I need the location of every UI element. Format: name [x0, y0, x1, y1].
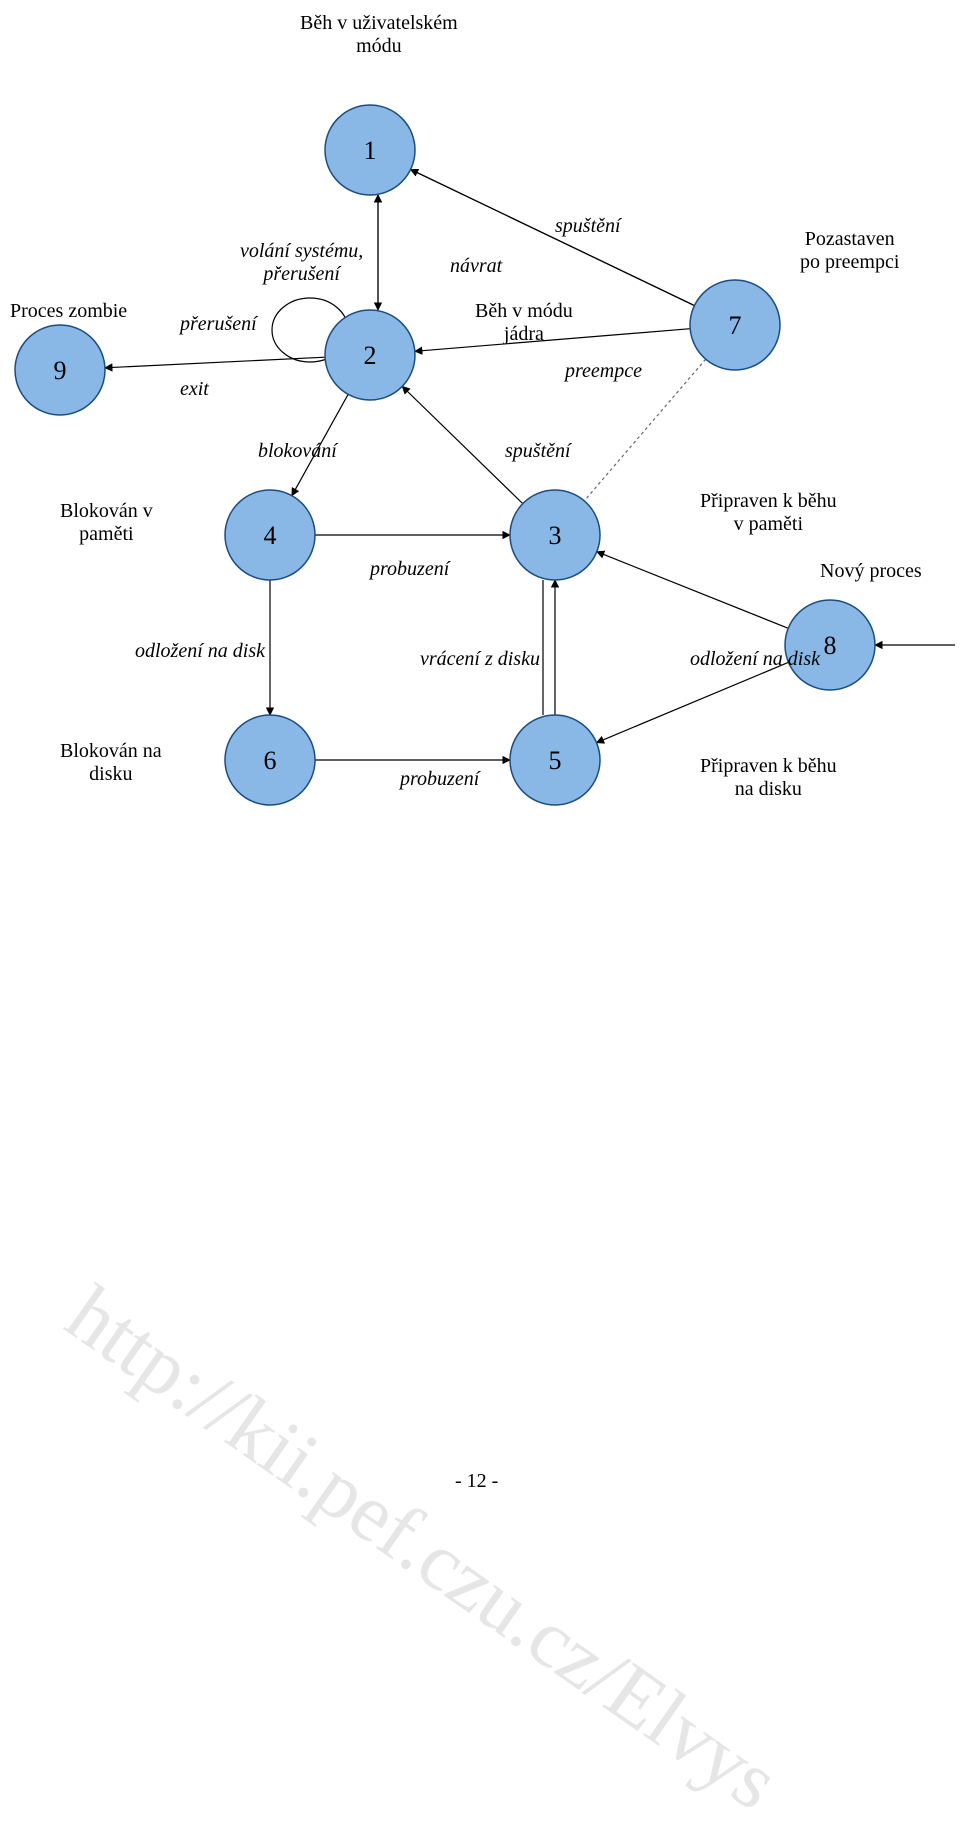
- node-label-7: 7: [729, 311, 742, 340]
- node-4: [225, 490, 315, 580]
- text-label-1: Pozastaven po preempci: [800, 228, 899, 274]
- edge-label-7: odložení na disk: [135, 640, 265, 663]
- node-6: [225, 715, 315, 805]
- node-5: [510, 715, 600, 805]
- edge-8-3: [597, 552, 788, 629]
- edge-label-5: spuštění: [505, 440, 571, 463]
- edge-label-2: spuštění: [555, 215, 621, 238]
- edge-label-0: volání systému, přerušení: [240, 240, 363, 286]
- edge-7-1: [411, 169, 695, 305]
- node-9: [15, 325, 105, 415]
- edge-label-4: blokování: [258, 440, 337, 463]
- self-loop-edge: [272, 298, 348, 362]
- node-label-3: 3: [549, 521, 562, 550]
- page-number: - 12 -: [455, 1470, 498, 1493]
- node-label-9: 9: [54, 356, 67, 385]
- diagram-canvas: 1 2 3 4 5 6 7 8 9 přerušení volání systému, přeru…: [0, 0, 960, 1510]
- text-label-0: Běh v uživatelském módu: [300, 12, 458, 58]
- edge-8-5: [597, 662, 789, 742]
- text-label-4: Blokován v paměti: [60, 500, 153, 546]
- edge-label-3: preempce: [565, 360, 642, 383]
- edge-label-8: vrácení z disku: [420, 648, 540, 671]
- node-8: [785, 600, 875, 690]
- node-label-1: 1: [364, 136, 377, 165]
- text-label-5: Připraven k běhu v paměti: [700, 490, 837, 536]
- node-label-8: 8: [824, 631, 837, 660]
- edge-2-9: [105, 357, 325, 368]
- watermark: http://kii.pef.czu.cz/Elvys: [50, 1267, 796, 1829]
- node-label-2: 2: [364, 341, 377, 370]
- edge-label-16: exit: [180, 378, 209, 401]
- edge-label-selfloop: přerušení: [180, 313, 257, 336]
- text-label-3: Proces zombie: [10, 300, 127, 323]
- node-1: [325, 105, 415, 195]
- text-label-2: Běh v módu jádra: [475, 300, 573, 346]
- edge-label-10: Nový proces: [820, 560, 922, 583]
- node-3: [510, 490, 600, 580]
- text-label-7: Připraven k běhu na disku: [700, 755, 837, 801]
- node-7: [690, 280, 780, 370]
- edge-1-7: [411, 169, 695, 305]
- node-label-6: 6: [264, 746, 277, 775]
- edge-label-13: odložení na disk: [690, 648, 820, 671]
- node-label-4: 4: [264, 521, 277, 550]
- edge-label-1: návrat: [450, 255, 502, 278]
- edge-label-6: probuzení: [370, 558, 449, 581]
- edge-label-12: probuzení: [400, 768, 479, 791]
- node-2: [325, 310, 415, 400]
- text-label-6: Blokován na disku: [60, 740, 162, 786]
- node-label-5: 5: [549, 746, 562, 775]
